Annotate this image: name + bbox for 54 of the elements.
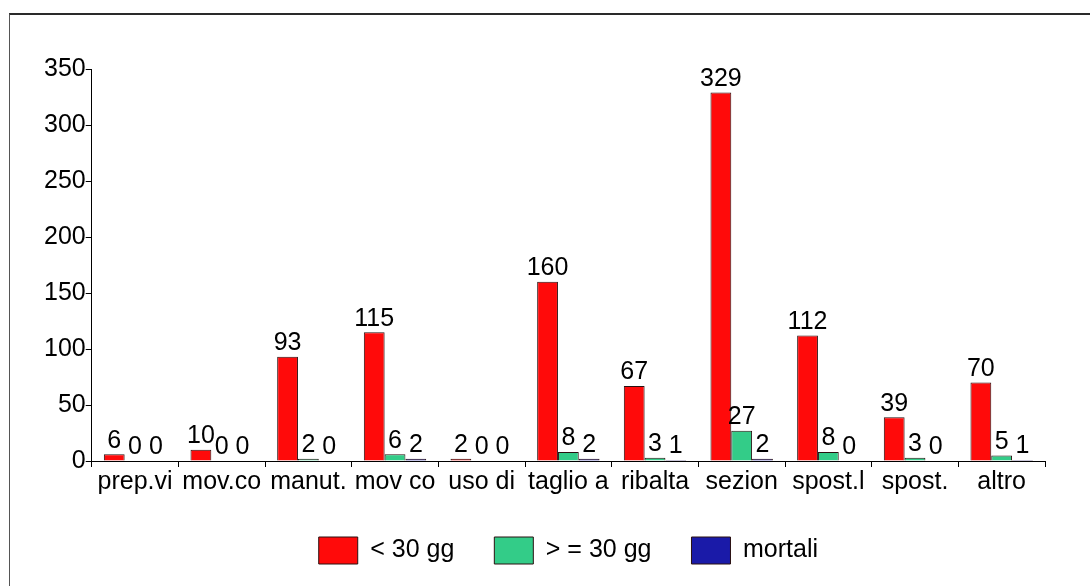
y-tick-label: 200 [43,220,86,249]
data-label: 1 [1015,430,1030,459]
x-tick-label: taglio a [528,465,609,494]
x-tick-label: altro [977,465,1026,494]
data-label: 6 [107,424,122,453]
data-label: 0 [928,431,943,460]
y-tick-label: 300 [43,108,86,137]
data-label: 93 [273,327,302,356]
y-tick-label: 150 [43,276,86,305]
data-label: 0 [214,431,229,460]
x-tick-label: mov.co [182,465,262,494]
data-label: 2 [755,429,770,458]
data-label: 2 [582,429,597,458]
data-label: 8 [561,422,576,451]
data-label: 0 [474,431,489,460]
data-label: 0 [495,431,510,460]
data-label: 10 [187,420,215,449]
data-label: 70 [966,352,995,381]
data-label: 2 [453,429,468,458]
legend-label: > = 30 gg [545,534,652,563]
x-tick-label: ribalta [620,465,690,494]
data-label: 0 [235,431,250,460]
data-label: 3 [648,428,662,457]
y-tick-label: 250 [43,164,86,193]
data-label: 2 [408,429,423,458]
data-label: 5 [994,425,1009,454]
y-tick-label: 50 [57,388,86,417]
x-tick-label: spost. [881,465,949,494]
data-label: 0 [128,431,142,460]
x-tick-label: spost.l [792,465,865,494]
data-label: 160 [526,252,569,281]
data-label: 2 [301,429,316,458]
x-tick-label: manut. [270,465,347,494]
data-label: 112 [787,305,828,334]
data-label: 39 [880,387,909,416]
data-label: 0 [322,431,337,460]
data-label: 115 [354,302,395,331]
data-label: 1 [668,430,683,459]
legend-label: mortali [742,534,818,563]
x-tick-label: prep.vi [97,465,173,494]
x-tick-label: uso di [448,465,516,494]
data-label: 0 [148,431,163,460]
y-tick-label: 0 [71,444,86,473]
y-tick-label: 100 [43,332,86,361]
data-label: 8 [821,422,836,451]
x-tick-label: sezion [705,465,778,494]
y-tick-label: 350 [43,52,86,81]
data-label: 6 [388,424,402,453]
data-label: 67 [620,356,649,385]
legend-label: < 30 gg [370,534,455,563]
data-label: 3 [908,428,922,457]
x-tick-label: mov co [354,465,436,494]
data-label: 329 [700,62,742,91]
data-label: 0 [842,431,857,460]
